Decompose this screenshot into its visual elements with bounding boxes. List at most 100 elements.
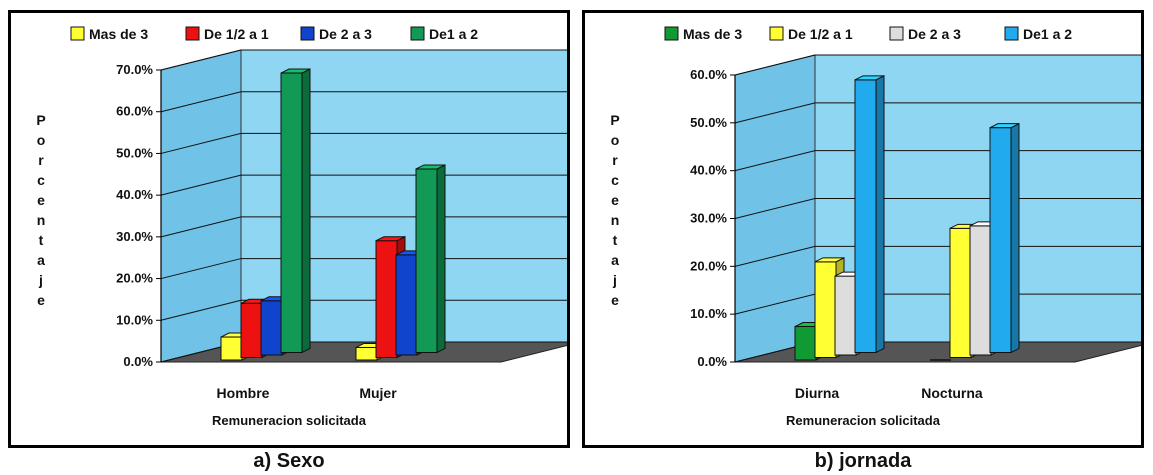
y-tick-label: 20.0% <box>116 271 153 286</box>
legend-item: Mas de 3 <box>664 26 742 42</box>
bar-chart-sexo: 0.0% 10.0% 20.0% 30.0% 40.0% 50.0% 60.0% 70.0% P… <box>36 26 567 428</box>
y-axis-label-letter: j <box>612 272 617 288</box>
legend-item: De1 a 2 <box>1004 26 1072 42</box>
legend-swatch <box>1004 26 1019 41</box>
gridline <box>734 245 1141 267</box>
x-category-label: Diurna <box>795 385 840 401</box>
gridline <box>734 54 1141 76</box>
bar <box>280 68 311 354</box>
bar <box>989 122 1020 354</box>
x-axis-label: Remuneracion solicitada <box>212 413 367 428</box>
gridline <box>734 150 1141 172</box>
y-axis-label-letter: j <box>38 272 43 288</box>
y-axis-label-letter: t <box>39 232 44 248</box>
y-tick-label: 60.0% <box>116 104 153 119</box>
legend-swatch <box>889 26 904 41</box>
y-axis-label-letter: a <box>611 252 619 268</box>
bar-front <box>834 275 857 356</box>
y-axis-label-letter: P <box>36 112 45 128</box>
y-axis-label-letter: t <box>613 232 618 248</box>
bar-front <box>220 336 243 361</box>
bar-front <box>854 79 877 353</box>
legend-swatch <box>769 26 784 41</box>
bar-front <box>260 300 283 356</box>
legend-item: De 1/2 a 1 <box>185 26 269 42</box>
legend-swatch <box>410 26 425 41</box>
bar-front <box>240 302 263 358</box>
y-axis-label-letter: r <box>612 152 618 168</box>
y-tick-label: 40.0% <box>690 163 727 178</box>
bar-front <box>989 127 1012 353</box>
legend-label: Mas de 3 <box>89 26 148 42</box>
gridline <box>160 299 567 321</box>
bar-chart-jornada: 0.0%10.0%20.0%30.0%40.0%50.0%60.0%Porcen… <box>610 26 1141 428</box>
bar-side <box>301 68 311 354</box>
gridline <box>160 258 567 280</box>
y-tick-label: 50.0% <box>690 115 727 130</box>
bar-side <box>436 164 446 354</box>
gridline <box>734 102 1141 124</box>
legend-item: Mas de 3 <box>70 26 148 42</box>
legend-label: De1 a 2 <box>429 26 478 42</box>
chart-panel-sexo: 0.0% 10.0% 20.0% 30.0% 40.0% 50.0% 60.0% 70.0% P… <box>8 10 570 448</box>
chart-side-wall <box>160 49 242 363</box>
bar-top <box>280 68 311 74</box>
y-axis-label-letter: e <box>611 292 619 308</box>
y-tick-label: 10.0% <box>690 306 727 321</box>
y-axis-label-letter: o <box>37 132 46 148</box>
y-axis-label-letter: P <box>610 112 619 128</box>
legend-label: De 1/2 a 1 <box>204 26 269 42</box>
bar-front <box>375 240 398 358</box>
bar-top <box>415 164 446 170</box>
y-axis-label-letter: n <box>37 212 46 228</box>
y-axis-label-letter: o <box>611 132 620 148</box>
y-axis-label-letter: a <box>37 252 45 268</box>
x-axis-label: Remuneracion solicitada <box>786 413 941 428</box>
caption-sexo: a) Sexo <box>253 450 325 472</box>
bar-top <box>375 236 406 242</box>
legend-label: De 1/2 a 1 <box>788 26 853 42</box>
x-category-label: Nocturna <box>921 385 983 401</box>
x-category-label: Mujer <box>359 385 397 401</box>
y-axis-label-letter: e <box>37 192 45 208</box>
y-tick-label: 10.0% <box>116 312 153 327</box>
y-axis-label-letter: n <box>611 212 620 228</box>
legend-item: De 2 a 3 <box>300 26 372 42</box>
gridline <box>160 132 567 154</box>
legend-swatch <box>300 26 315 41</box>
bar-front <box>280 72 303 354</box>
legend: Mas de 3 De 1/2 a 1 De 2 a 3 De1 a 2 <box>70 26 478 42</box>
y-tick-label: 30.0% <box>116 229 153 244</box>
bar-front <box>395 254 418 356</box>
y-tick-label: 60.0% <box>690 67 727 82</box>
y-axis-label-letter: r <box>38 152 44 168</box>
y-axis-label-letter: e <box>37 292 45 308</box>
bar-front <box>794 326 817 361</box>
bar-side <box>1010 122 1020 354</box>
y-tick-label: 70.0% <box>116 62 153 77</box>
legend-label: De 2 a 3 <box>908 26 961 42</box>
gridline <box>160 49 567 71</box>
x-category-label: Hombre <box>217 385 270 401</box>
gridline <box>160 174 567 196</box>
y-tick-label: 0.0% <box>123 354 153 369</box>
bar <box>415 164 446 354</box>
legend-label: De1 a 2 <box>1023 26 1072 42</box>
gridline <box>734 198 1141 219</box>
bar-front <box>415 168 438 353</box>
bar-top <box>989 123 1020 129</box>
legend-swatch <box>664 26 679 41</box>
caption-jornada: b) jornada <box>814 450 912 472</box>
gridline <box>160 216 567 238</box>
bar-top <box>854 75 885 81</box>
bar-top <box>814 257 845 263</box>
y-axis-label-letter: e <box>611 192 619 208</box>
legend-swatch <box>185 26 200 41</box>
legend-swatch <box>70 26 85 41</box>
y-axis-label-letter: c <box>611 172 619 188</box>
legend-label: De 2 a 3 <box>319 26 372 42</box>
bar-front <box>355 346 378 361</box>
